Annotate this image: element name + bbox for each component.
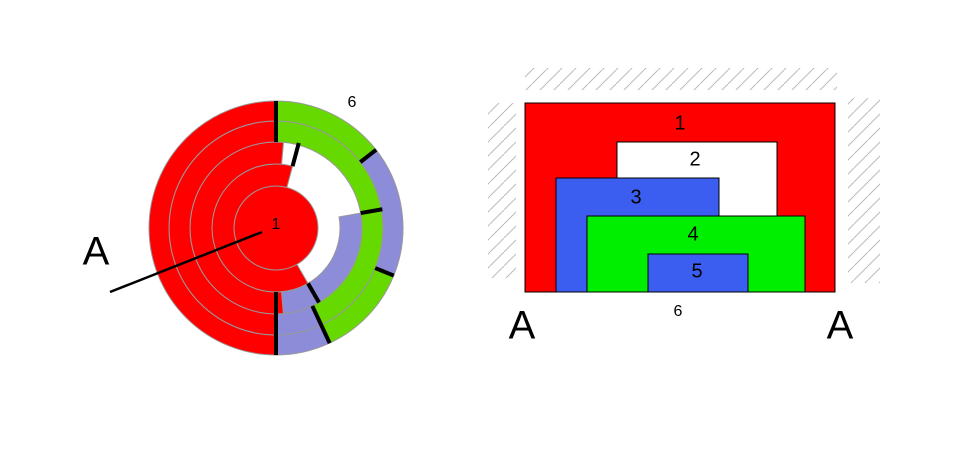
bottom-label: 6 [674, 303, 683, 320]
outer-label: 6 [348, 94, 357, 111]
region-5 [647, 253, 749, 293]
hatch-top [525, 68, 837, 90]
divider [359, 148, 378, 164]
divider [306, 282, 321, 304]
ring-diagram [148, 100, 404, 356]
region-label: 3 [630, 186, 641, 208]
pointer-line [109, 230, 263, 294]
region-label: 5 [691, 260, 702, 282]
divider [290, 142, 301, 167]
region-label: 2 [689, 148, 700, 170]
region-label: 1 [674, 112, 685, 134]
divider [374, 266, 395, 278]
axis-label: A [827, 304, 854, 348]
divider [360, 207, 383, 216]
center-label: 1 [272, 216, 281, 233]
axis-label: A [83, 230, 110, 274]
axis-label: A [509, 304, 536, 348]
hatch-left [488, 103, 516, 278]
region-label: 4 [687, 223, 698, 245]
hatch-right [848, 98, 880, 283]
divider [310, 305, 332, 344]
